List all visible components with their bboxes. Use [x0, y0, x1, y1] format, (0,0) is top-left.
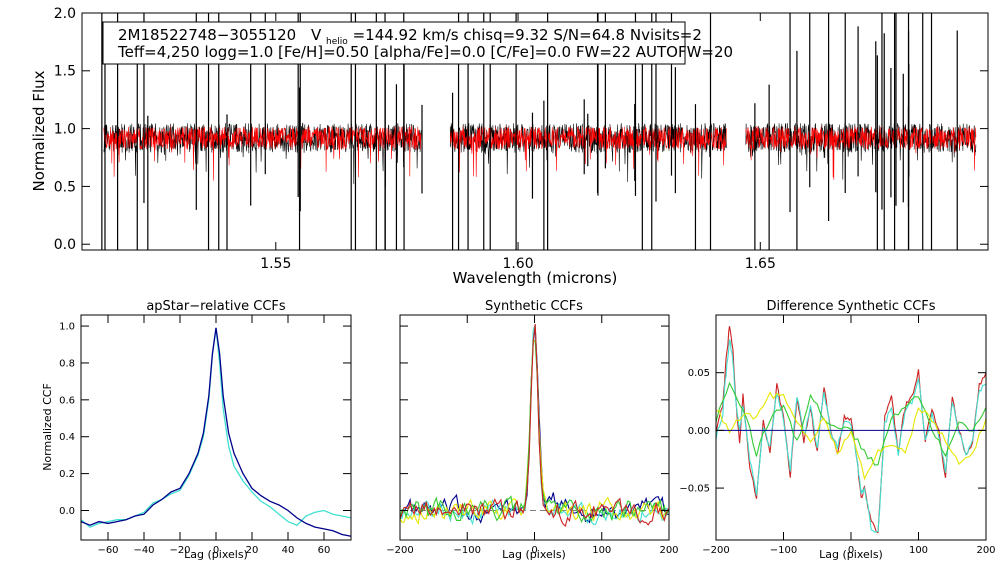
spectrum-annotation-line2: Teff=4,250 logg=1.0 [Fe/H]=0.50 [alpha/F… [117, 43, 733, 61]
y-tick-label: 0.05 [688, 368, 710, 379]
ccf2-series-line [399, 339, 669, 526]
spectrum-annotation-box [102, 21, 686, 65]
x-tick-label: 0 [213, 545, 219, 556]
ccf2-series-line [399, 324, 669, 526]
spectrum-ticks: 1.55 1.60 1.65 0.0 0.5 1.0 1.5 2.0 [54, 6, 988, 272]
x-tick-label: 0 [848, 545, 854, 556]
x-tick-label: −20 [169, 545, 190, 556]
ccf2-panel: Synthetic CCFs −200 −100 0 100 200 Lag (pixe… [386, 299, 678, 561]
x-tick-label: 1.60 [502, 256, 533, 272]
y-tick-label: 0.0 [59, 506, 75, 517]
spectrum-data [101, 13, 977, 250]
ccf1-frame [80, 314, 352, 541]
y-tick-label: 1.0 [54, 122, 76, 138]
x-tick-label: −200 [386, 545, 413, 556]
x-tick-label: 60 [318, 545, 331, 556]
ccf2-series-line [399, 339, 669, 524]
x-tick-label: −60 [97, 545, 118, 556]
ccf3-series-line [715, 381, 987, 466]
model-spectrum-line [745, 126, 977, 180]
ccf1-data [80, 327, 352, 537]
ccf3-panel: Difference Synthetic CCFs −200 −100 0 100 20… [679, 299, 995, 561]
x-tick-label: −100 [454, 545, 481, 556]
y-tick-label: −0.05 [679, 484, 710, 495]
spectrum-ylabel: Normalized Flux [30, 70, 48, 191]
y-tick-label: 1.5 [54, 64, 76, 80]
y-tick-label: 0.0 [54, 237, 76, 253]
observed-spectrum-line [103, 122, 422, 188]
x-tick-label: 1.65 [745, 256, 776, 272]
ccf3-ticks: −200 −100 0 100 200 −0.05 0.00 0.05 [679, 315, 996, 556]
x-tick-label: −100 [770, 545, 797, 556]
y-tick-label: 2.0 [54, 6, 76, 22]
x-tick-label: 1.55 [260, 256, 291, 272]
ccf1-series-line [80, 327, 352, 537]
ccf3-data [715, 326, 987, 534]
ccf3-series-line [715, 391, 987, 481]
ccf1-xlabel: Lag (pixels) [184, 548, 248, 561]
x-tick-label: 200 [976, 545, 995, 556]
ccf1-title: apStar−relative CCFs [146, 299, 286, 314]
ccf2-ticks: −200 −100 0 100 200 [386, 315, 679, 556]
ccf2-xlabel: Lag (pixels) [502, 548, 566, 561]
observed-spectrum-line [745, 123, 977, 180]
y-tick-label: 0.00 [688, 426, 710, 437]
x-tick-label: −200 [702, 545, 729, 556]
x-tick-label: 20 [246, 545, 259, 556]
ccf1-ylabel: Normalized CCF [41, 383, 54, 471]
ccf3-xlabel: Lag (pixels) [819, 548, 883, 561]
x-tick-label: 0 [531, 545, 537, 556]
x-tick-label: −40 [133, 545, 154, 556]
x-tick-label: 100 [592, 545, 611, 556]
ccf1-ticks: −60 −40 −20 0 20 40 60 0.0 0.2 0.4 0.6 0.8 1.0 [59, 315, 351, 556]
spectrum-frame [81, 12, 989, 251]
ccf2-series-line [399, 323, 669, 527]
ccf3-title: Difference Synthetic CCFs [766, 299, 935, 314]
ccf1-series-line [80, 327, 352, 528]
y-tick-label: 1.0 [59, 322, 75, 333]
y-tick-label: 0.4 [59, 432, 75, 443]
y-tick-label: 0.8 [59, 358, 75, 369]
ccf2-series-line [399, 328, 669, 524]
model-spectrum-line [103, 126, 422, 181]
ccf2-title: Synthetic CCFs [485, 299, 583, 314]
y-tick-label: 0.5 [54, 179, 76, 195]
x-tick-label: 200 [659, 545, 678, 556]
y-tick-label: 0.2 [59, 469, 75, 480]
y-tick-label: 0.6 [59, 395, 75, 406]
ccf3-series-line [715, 339, 987, 533]
ccf1-panel: apStar−relative CCFs −60 −40 −20 0 20 40 60 0.0… [41, 299, 352, 561]
ccf2-data [399, 323, 669, 527]
spectrum-xlabel: Wavelength (microns) [453, 269, 618, 287]
x-tick-label: 100 [909, 545, 928, 556]
spectrum-annotation-line1: 2M18522748−3055120 V helio =144.92 km/s … [118, 26, 702, 48]
x-tick-label: 40 [282, 545, 295, 556]
spectrum-panel: 1.55 1.60 1.65 0.0 0.5 1.0 1.5 2.0 2M18522748−3… [30, 6, 989, 287]
